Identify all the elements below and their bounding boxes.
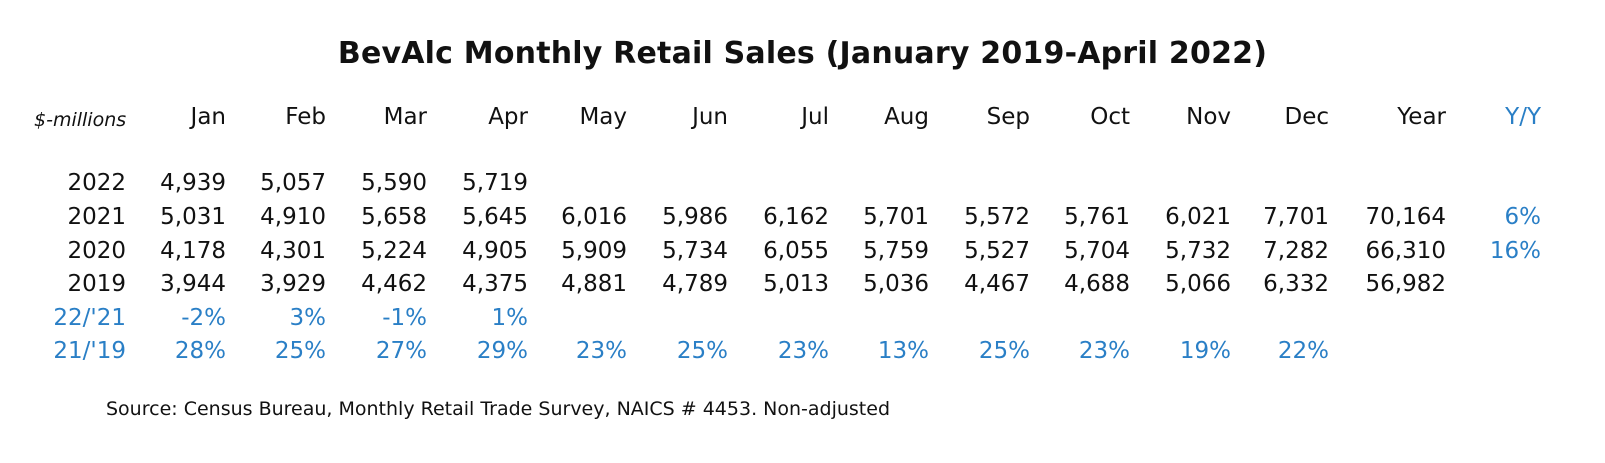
table-cell: 7,282 [1263,238,1329,264]
table-cell: 25% [676,338,728,364]
column-header: May [579,104,627,130]
column-header: Year [1397,104,1446,130]
column-header: Aug [884,104,929,130]
table-cell: 5,734 [662,238,728,264]
table-cell: 22% [1277,338,1329,364]
row-label: 2021 [67,204,126,230]
table-cell: 70,164 [1365,204,1446,230]
table-cell: 23% [1078,338,1130,364]
table-cell: 5,527 [964,238,1030,264]
row-label: 2022 [67,170,126,196]
table-cell: 16% [1489,238,1541,264]
table-cell: 4,301 [260,238,326,264]
row-label: 21/'19 [53,338,126,364]
table-cell: 5,732 [1165,238,1231,264]
table-cell: 6,162 [763,204,829,230]
table-cell: 25% [274,338,326,364]
column-header: Oct [1090,104,1130,130]
column-header: Jan [190,104,226,130]
table-cell: 25% [978,338,1030,364]
table-cell: 4,910 [260,204,326,230]
table-cell: 6,332 [1263,271,1329,297]
table-cell: 4,881 [561,271,627,297]
table-cell: -2% [181,305,226,331]
table-cell: 4,178 [160,238,226,264]
table-cell: 3% [289,305,327,331]
column-header: Jul [801,104,829,130]
table-cell: 5,701 [863,204,929,230]
table-cell: 56,982 [1365,271,1446,297]
table-cell: 3,944 [160,271,226,297]
table-cell: 4,467 [964,271,1030,297]
table-cell: 5,590 [361,170,427,196]
table-cell: 23% [777,338,829,364]
source-note: Source: Census Bureau, Monthly Retail Tr… [106,398,891,420]
table-cell: 4,688 [1064,271,1130,297]
table-cell: 5,036 [863,271,929,297]
row-label: 2019 [67,271,126,297]
table-cell: 5,066 [1165,271,1231,297]
table-cell: 3,929 [260,271,326,297]
table-cell: 5,013 [763,271,829,297]
table-cell: 5,057 [260,170,326,196]
table-cell: 5,719 [462,170,528,196]
table-cell: 6% [1504,204,1542,230]
table-cell: 5,761 [1064,204,1130,230]
table-cell: 5,658 [361,204,427,230]
table-cell: 6,021 [1165,204,1231,230]
table-cell: 5,909 [561,238,627,264]
table-cell: 5,645 [462,204,528,230]
table-cell: 5,031 [160,204,226,230]
table-cell: 5,224 [361,238,427,264]
column-header: Apr [488,104,528,130]
units-label: $-millions [34,109,127,131]
column-header: Y/Y [1505,104,1541,130]
table-cell: 19% [1179,338,1231,364]
table-cell: 5,572 [964,204,1030,230]
column-header: Feb [285,104,326,130]
table-cell: 4,375 [462,271,528,297]
table-cell: 5,986 [662,204,728,230]
table-cell: 4,905 [462,238,528,264]
table-cell: 23% [575,338,627,364]
table-cell: 13% [877,338,929,364]
column-header: Nov [1186,104,1231,130]
column-header: Jun [692,104,728,130]
column-header: Sep [986,104,1030,130]
table-cell: 5,759 [863,238,929,264]
chart-title: BevAlc Monthly Retail Sales (January 201… [337,36,1268,71]
table-cell: -1% [382,305,427,331]
table-cell: 7,701 [1263,204,1329,230]
table-cell: 27% [375,338,427,364]
row-label: 22/'21 [53,305,126,331]
table-cell: 4,939 [160,170,226,196]
table-cell: 4,462 [361,271,427,297]
column-header: Dec [1284,104,1329,130]
row-label: 2020 [67,238,126,264]
table-cell: 1% [491,305,529,331]
table-cell: 66,310 [1365,238,1446,264]
table-cell: 6,016 [561,204,627,230]
table-cell: 29% [476,338,528,364]
table-cell: 28% [174,338,226,364]
table-cell: 5,704 [1064,238,1130,264]
table-cell: 4,789 [662,271,728,297]
column-header: Mar [383,104,427,130]
table-cell: 6,055 [763,238,829,264]
